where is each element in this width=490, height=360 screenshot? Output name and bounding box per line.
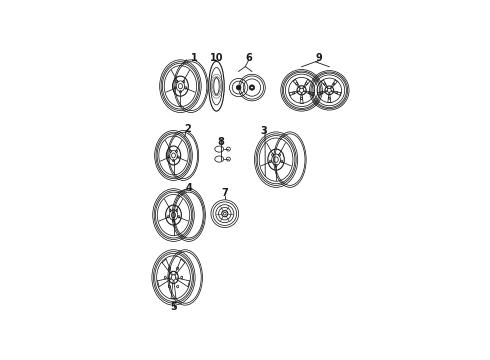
- Text: 9: 9: [316, 53, 322, 63]
- Text: 4: 4: [185, 183, 192, 193]
- Text: 8: 8: [217, 136, 224, 147]
- Text: 6: 6: [245, 53, 252, 63]
- Text: 5: 5: [170, 302, 177, 311]
- Text: 3: 3: [260, 126, 267, 135]
- Text: 7: 7: [221, 188, 228, 198]
- Text: 10: 10: [210, 53, 223, 63]
- Ellipse shape: [249, 85, 255, 90]
- Ellipse shape: [250, 86, 253, 89]
- Text: 1: 1: [191, 53, 197, 63]
- Ellipse shape: [236, 85, 241, 90]
- Text: 2: 2: [184, 124, 191, 134]
